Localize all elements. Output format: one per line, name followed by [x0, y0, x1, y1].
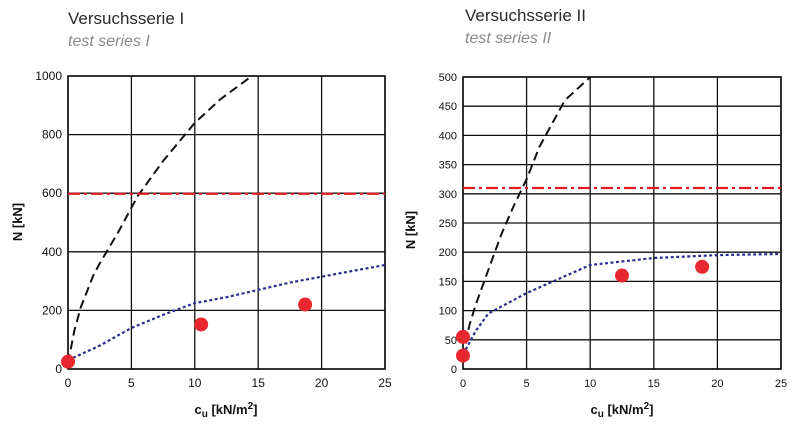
chart-subtitle: test series I — [68, 33, 150, 50]
x-tick-label: 25 — [378, 376, 392, 390]
y-tick-label: 500 — [439, 72, 457, 84]
y-tick-label: 350 — [439, 160, 457, 172]
plot-frame — [462, 76, 782, 370]
x-tick-label: 20 — [711, 378, 723, 390]
x-tick-label: 10 — [584, 378, 596, 390]
y-tick-label: 200 — [42, 303, 62, 317]
plot-area: 0 5 10 15 20 25 0 200 400 600 800 1000 — [35, 69, 392, 390]
y-tick-label: 1000 — [35, 69, 62, 83]
data-point-marker — [194, 317, 209, 332]
y-tick-label: 250 — [439, 218, 457, 230]
y-tick-label: 400 — [439, 130, 457, 142]
y-tick-label: 50 — [445, 335, 457, 347]
x-axis-label: cu [kN/m2] — [591, 401, 654, 420]
chart-panel-series-1: Versuchsserie I test series I N [kN] cu … — [10, 9, 392, 420]
x-tick-label: 15 — [648, 378, 660, 390]
data-point-marker — [456, 348, 470, 363]
x-tick-label: 15 — [252, 376, 266, 390]
y-tick-label: 100 — [439, 306, 457, 318]
plot-frame — [67, 75, 386, 370]
y-tick-label: 0 — [55, 362, 62, 376]
data-point-marker — [298, 297, 313, 312]
series-line-dotted — [67, 263, 386, 362]
data-point-marker — [695, 259, 710, 274]
chart-plot-series-2: N [kN] cu [kN/m2] 0 5 10 15 20 25050100150200… — [403, 72, 787, 420]
y-tick-label: 0 — [451, 364, 457, 376]
y-tick-label: 300 — [439, 189, 457, 201]
data-point-marker — [61, 354, 75, 369]
x-tick-label: 10 — [188, 376, 202, 390]
data-point-marker — [615, 268, 629, 283]
series-line-dashed — [67, 75, 253, 364]
x-tick-label: 20 — [315, 376, 329, 390]
chart-title: Versuchsserie I — [68, 9, 185, 28]
y-tick-label: 800 — [42, 128, 62, 142]
x-tick-label: 25 — [775, 378, 787, 390]
series-line-dashed — [462, 76, 591, 358]
x-axis-label: cu [kN/m2] — [195, 401, 258, 420]
chart-panel-series-2: Versuchsserie II test series II N [kN] c… — [400, 0, 800, 424]
data-point-marker — [456, 329, 470, 344]
x-tick-label: 5 — [524, 378, 530, 390]
x-tick-label: 0 — [65, 376, 72, 390]
chart-title: Versuchsserie II — [465, 6, 586, 25]
chart-subtitle: test series II — [465, 30, 552, 47]
x-tick-label: 0 — [460, 378, 466, 390]
y-axis-label: N [kN] — [10, 203, 25, 241]
y-tick-label: 400 — [42, 245, 62, 259]
y-tick-label: 200 — [439, 247, 457, 259]
y-tick-label: 150 — [439, 276, 457, 288]
y-tick-label: 450 — [439, 101, 457, 113]
chart-plot-series-1: N [kN] cu [kN/m2] 0 5 10 15 20 25 0 200 400 600 80… — [10, 69, 392, 420]
y-tick-label: 600 — [42, 186, 62, 200]
y-axis-label: N [kN] — [403, 211, 418, 249]
x-tick-label: 5 — [128, 376, 135, 390]
series-line-dotted — [462, 252, 782, 355]
